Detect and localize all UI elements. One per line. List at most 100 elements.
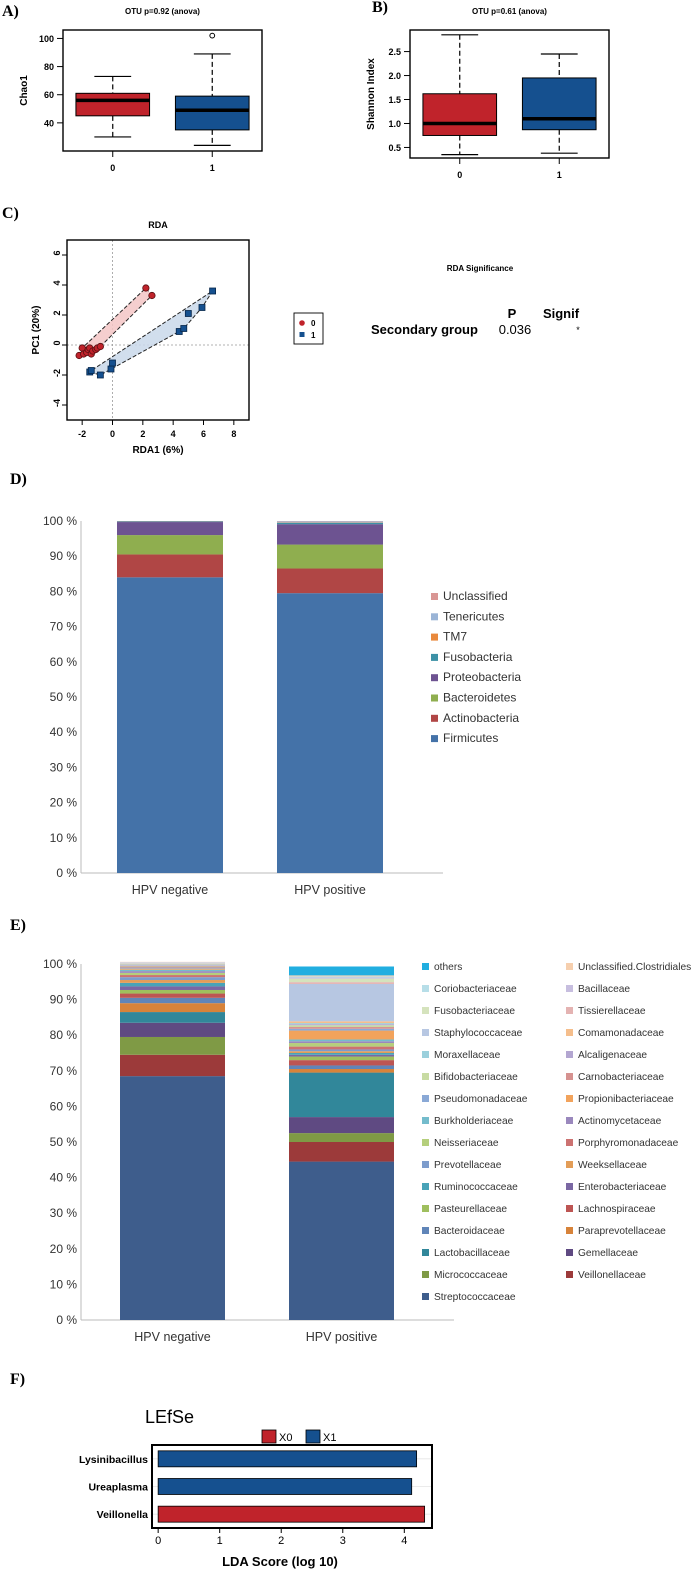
legend-label-tenericutes: Tenericutes [443,609,504,623]
y-tick-label: 2.5 [388,47,401,57]
legend-swatch-micrococcaceae [422,1271,429,1278]
legend-label-propionibacteriaceae: Propionibacteriaceae [578,1094,674,1105]
segment-hpv-positive-paraprevotellaceae [289,1069,394,1073]
shannon-boxplot: OTU p=0.61 (anova) Shannon Index 0.5 1.0 1.5… [366,7,610,180]
legend-swatch-bacillaceae [566,985,573,992]
segment-hpv-positive-actinomycetaceae [289,1041,394,1044]
y-tick-label: 0 [52,340,62,345]
segment-hpv-negative-paraprevotellaceae [120,1003,225,1013]
segment-hpv-negative-actinomycetaceae [120,971,225,973]
y-tick-label: 10 % [50,1277,78,1291]
legend-label-bifidobacteriaceae: Bifidobacteriaceae [434,1072,518,1083]
bar-lysinibacillus [157,1450,418,1468]
legend-label-others: others [434,962,462,973]
y-tick-label: 50 % [50,1135,78,1149]
legend-label-porphyromonadaceae: Porphyromonadaceae [578,1138,679,1149]
significance-title: RDA Significance [447,264,514,273]
segment-hpv-positive-gemellaceae [289,1117,394,1134]
segment-hpv-negative-propionibacteriaceae [120,968,225,970]
point-group-0 [148,291,156,300]
segment-hpv-positive-unclassified-clostridiales [289,975,394,977]
bar-ureaplasma [157,1478,413,1495]
x-tick-label: 2 [140,429,145,439]
legend-label-lactobacillaceae: Lactobacillaceae [434,1248,510,1259]
segment-hpv-negative-neisseriaceae [120,972,225,976]
segment-hpv-positive-comamonadaceae [289,1021,394,1024]
panel-label-f: F) [10,1371,25,1388]
x-tick-label: HPV positive [294,883,366,897]
legend-swatch-firmicutes [431,735,438,743]
legend-swatch-proteobacteria [431,674,438,682]
chao1-boxplot: OTU p=0.92 (anova) Chao1 40 60 80 100 0 1 [19,7,263,173]
plot-frame [62,29,263,152]
segment-hpv-negative-ruminococcaceae [120,982,225,987]
legend-label-pasteurellaceae: Pasteurellaceae [434,1204,507,1215]
y-tick-label: -2 [52,369,62,377]
segment-hpv-positive-fusobacteria [277,522,383,525]
y-tick-label: 2.0 [388,71,401,81]
y-tick-label: 80 [44,62,54,72]
segment-hpv-positive-bifidobacteriaceae [289,1025,394,1028]
legend-swatch-gemellaceae [566,1249,573,1256]
segment-hpv-negative-actinobacteria [117,554,223,578]
legend-swatch-lactobacillaceae [422,1249,429,1256]
phylum-stacked-bar: 0 % 10 % 20 % 30 % 40 % 50 % 60 % 70 % 80 % 90 % 1… [43,514,521,897]
y-tick-label: -4 [52,399,62,407]
segment-hpv-positive-bacteroidetes [277,544,383,569]
legend-swatch-pasteurellaceae [422,1205,429,1212]
segment-hpv-positive-others [289,966,394,976]
y-tick-label: 10 % [50,831,78,845]
segment-hpv-positive-alcaligenaceae [289,1024,394,1026]
legend-label-comamonadaceae: Comamonadaceae [578,1028,664,1039]
legend-swatch-ruminococcaceae [422,1183,429,1190]
legend-label-proteobacteria: Proteobacteria [443,670,521,684]
y-tick-label: 0 % [56,866,77,880]
segment-hpv-negative-proteobacteria [117,522,223,536]
significance-p-value: 0.036 [499,322,532,337]
x-tick-label: HPV negative [132,883,208,897]
legend-label-moraxellaceae: Moraxellaceae [434,1050,501,1061]
segment-hpv-positive-neisseriaceae [289,1043,394,1047]
y-tick-label: 90 % [50,549,78,563]
legend-swatch-coriobacteriaceae [422,985,429,992]
segment-hpv-positive-prevotellaceae [289,1049,394,1052]
point-group-1 [107,365,115,373]
y-tick-label: 70 % [50,620,78,634]
legend-swatch-propionibacteriaceae [566,1095,573,1102]
legend-swatch-prevotellaceae [422,1161,429,1168]
y-tick-label: 100 [39,34,54,44]
x-tick-label: 1 [210,163,215,173]
legend-swatch-comamonadaceae [566,1029,573,1036]
segment-hpv-positive-propionibacteriaceae [289,1030,394,1040]
y-tick-label: 1.0 [388,119,401,129]
plot-title: OTU p=0.61 (anova) [472,7,547,16]
segment-hpv-positive-firmicutes [277,593,383,873]
x-tick-label: -2 [78,429,86,439]
segment-hpv-positive-tissierellaceae [289,982,394,984]
legend-label-actinomycetaceae: Actinomycetaceae [578,1116,662,1127]
point-group-1 [180,325,188,332]
segment-hpv-negative-moraxellaceae [120,964,225,966]
y-tick-label: 100 % [43,514,77,528]
legend-swatch-others [422,963,429,970]
segment-hpv-negative-lactobacillaceae [120,1012,225,1023]
box-1-iqr [521,77,597,131]
y-axis-label: Shannon Index [366,58,377,130]
y-tick-label: 0.5 [388,143,401,153]
rda-significance: RDA Significance P Signif Secondary group 0.… [371,264,580,337]
segment-hpv-negative-bacteroidetes [117,535,223,555]
x-axis-label: RDA1 (6%) [132,445,183,456]
legend-swatch-bacteroidaceae [422,1227,429,1234]
segment-hpv-positive-proteobacteria [277,524,383,545]
y-tick-label: 20 % [50,1242,78,1256]
segment-hpv-negative-weeksellaceae [120,980,225,983]
legend-label-ruminococcaceae: Ruminococcaceae [434,1182,518,1193]
point-group-0 [142,284,150,292]
y-tick-label: 30 % [50,1206,78,1220]
bar-veillonella [157,1505,426,1523]
segment-hpv-negative-streptococcaceae [120,1076,225,1320]
segment-hpv-negative-gemellaceae [120,1022,225,1037]
panel-label-e: E) [10,917,26,934]
legend-label-1: 1 [311,331,316,340]
panel-label-c: C) [2,205,19,222]
